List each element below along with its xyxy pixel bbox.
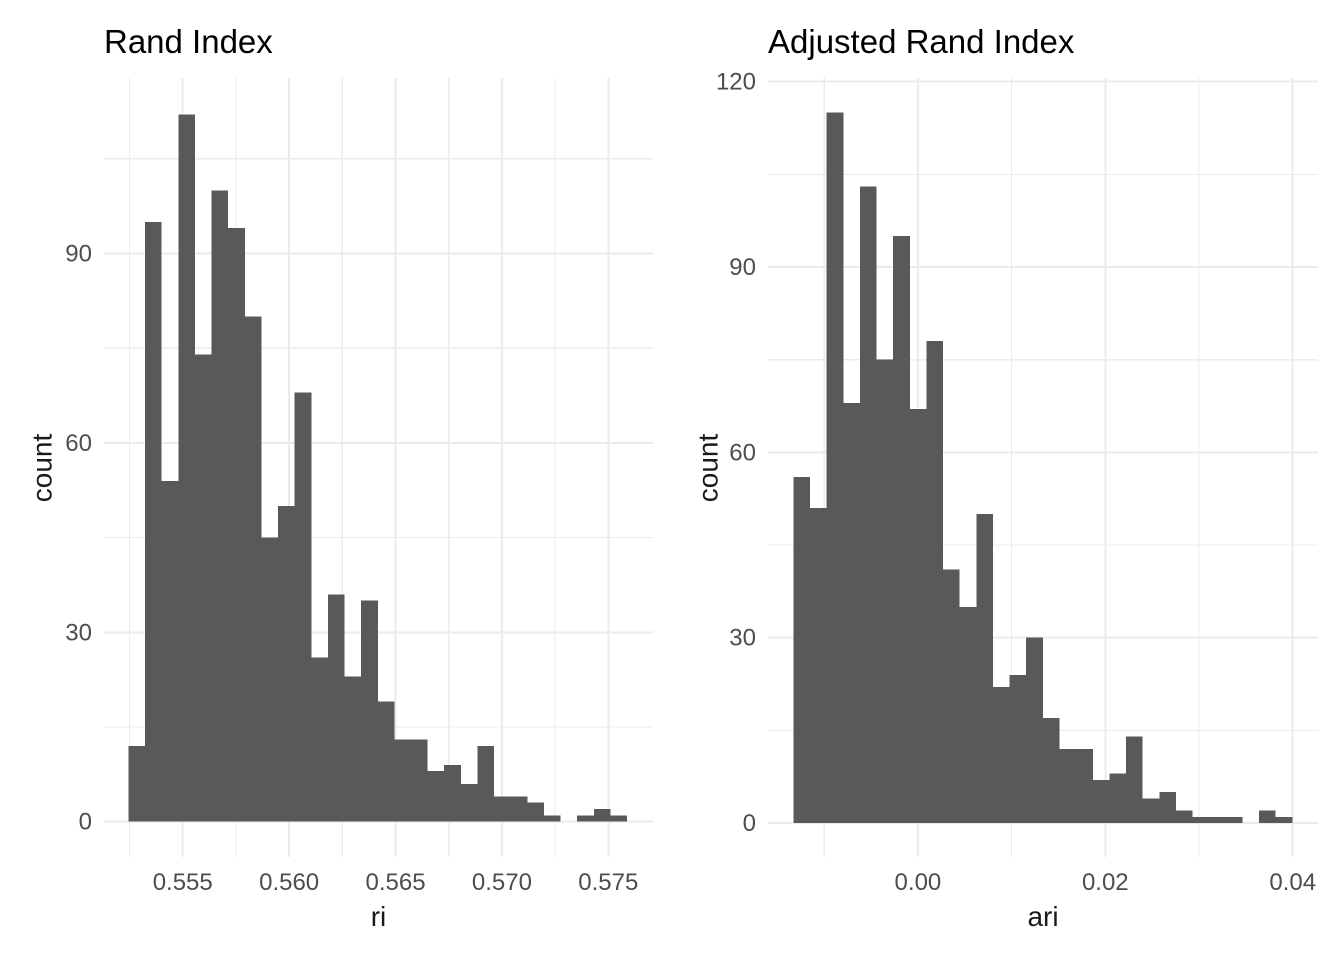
x-tick-label: 0.555 bbox=[153, 869, 213, 896]
histogram-bar bbox=[1009, 674, 1027, 824]
histogram-bar bbox=[527, 802, 544, 822]
histogram-bar bbox=[1042, 718, 1060, 824]
histogram-bar bbox=[327, 594, 345, 822]
y-tick-label: 30 bbox=[729, 625, 756, 652]
histogram-bar bbox=[593, 809, 611, 822]
right-x-axis-title: ari bbox=[1027, 901, 1059, 932]
histogram-bar bbox=[826, 112, 844, 824]
histogram-bar bbox=[261, 537, 279, 822]
left-y-axis-title-wrap: count bbox=[24, 78, 60, 857]
histogram-bar bbox=[1026, 637, 1043, 824]
histogram-bar bbox=[410, 739, 428, 822]
histogram-bar bbox=[244, 316, 262, 822]
y-tick-label: 0 bbox=[743, 810, 756, 837]
histogram-bar bbox=[294, 392, 312, 822]
histogram-bar bbox=[577, 815, 594, 822]
y-tick-label: 0 bbox=[79, 809, 92, 836]
histogram-bar bbox=[1159, 792, 1176, 824]
left-y-axis-title: count bbox=[26, 433, 57, 502]
histogram-bar bbox=[1109, 773, 1127, 824]
histogram-bar bbox=[194, 354, 212, 822]
x-tick-label: 0.570 bbox=[472, 869, 532, 896]
histogram-bar bbox=[460, 783, 478, 822]
histogram-bar bbox=[477, 745, 495, 822]
histogram-bar bbox=[992, 687, 1010, 824]
histogram-bar bbox=[145, 221, 162, 822]
histogram-bar bbox=[228, 228, 245, 822]
histogram-bar bbox=[976, 514, 993, 824]
histogram-bar bbox=[876, 359, 894, 824]
right-y-axis-title: count bbox=[692, 433, 723, 502]
histogram-bar bbox=[543, 815, 561, 822]
histogram-bar bbox=[1126, 736, 1143, 824]
histogram-bar bbox=[278, 506, 295, 822]
histogram-bar bbox=[1076, 748, 1093, 824]
histogram-bar bbox=[344, 676, 362, 822]
histogram-bar bbox=[377, 701, 395, 822]
histogram-bar bbox=[444, 764, 461, 822]
histogram-bar bbox=[394, 739, 411, 822]
histogram-bar bbox=[1192, 816, 1210, 824]
x-tick-label: 0.575 bbox=[578, 869, 638, 896]
histogram-bar bbox=[610, 815, 628, 822]
histogram-bar bbox=[810, 507, 827, 824]
histogram-bar bbox=[1275, 816, 1293, 824]
y-tick-label: 30 bbox=[65, 619, 92, 646]
y-tick-label: 60 bbox=[65, 430, 92, 457]
y-tick-label: 90 bbox=[729, 254, 756, 281]
histogram-bar bbox=[1059, 748, 1077, 824]
histogram-bar bbox=[211, 190, 229, 822]
left-x-axis-title: ri bbox=[370, 901, 387, 932]
histogram-bar bbox=[311, 657, 328, 822]
histogram-bar bbox=[859, 186, 877, 824]
histogram-bar bbox=[510, 796, 528, 822]
x-tick-label: 0.560 bbox=[259, 869, 319, 896]
histogram-bar bbox=[1225, 816, 1243, 824]
y-tick-label: 60 bbox=[729, 439, 756, 466]
histogram-bar bbox=[1209, 816, 1226, 824]
histogram-bar bbox=[926, 341, 944, 824]
histogram-bar bbox=[893, 236, 910, 824]
histogram-bar bbox=[943, 569, 960, 824]
histogram-bar bbox=[909, 409, 927, 824]
histogram-bar bbox=[1259, 810, 1276, 824]
histogram-bar bbox=[959, 606, 977, 824]
right-y-axis-title-wrap: count bbox=[690, 78, 726, 857]
left-chart-title: Rand Index bbox=[104, 23, 273, 60]
histogram-bar bbox=[1092, 779, 1110, 824]
histogram-bar bbox=[161, 480, 179, 822]
x-tick-label: 0.00 bbox=[895, 869, 942, 896]
histogram-bar bbox=[843, 402, 860, 824]
histogram-bar bbox=[793, 477, 811, 824]
histogram-bar bbox=[178, 114, 195, 822]
x-tick-label: 0.02 bbox=[1082, 869, 1129, 896]
y-tick-label: 120 bbox=[716, 69, 756, 96]
x-tick-label: 0.565 bbox=[365, 869, 425, 896]
y-tick-label: 90 bbox=[65, 240, 92, 267]
histogram-bar bbox=[494, 796, 511, 822]
histogram-bar bbox=[1175, 810, 1193, 824]
histogram-bar bbox=[128, 745, 146, 822]
histogram-bar bbox=[1142, 798, 1160, 824]
right-chart-title: Adjusted Rand Index bbox=[768, 23, 1075, 60]
x-tick-label: 0.04 bbox=[1269, 869, 1316, 896]
histogram-bar bbox=[361, 600, 378, 822]
histogram-bar bbox=[427, 771, 445, 822]
